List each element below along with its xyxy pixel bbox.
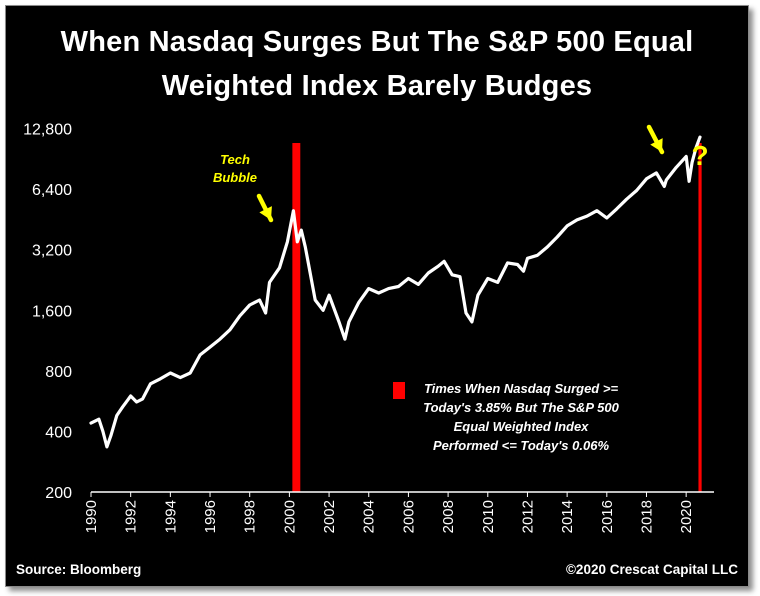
current-arrow-head [650,138,663,152]
chart-frame: When Nasdaq Surges But The S&P 500 Equal… [5,5,749,587]
legend-text-line-1: Times When Nasdaq Surged >= [424,381,619,396]
y-tick-label-1,600: 1,600 [32,303,72,320]
tech-bubble-label-line-1: Tech [220,152,250,167]
x-tick-label-1994: 1994 [162,500,179,533]
x-tick-label-1990: 1990 [83,500,100,533]
x-tick-label-2010: 2010 [480,500,497,533]
x-tick-label-2008: 2008 [440,500,457,533]
x-tick-label-1992: 1992 [123,500,140,533]
x-tick-label-2016: 2016 [599,500,616,533]
y-tick-label-200: 200 [45,485,72,502]
x-tick-label-2006: 2006 [400,500,417,533]
x-tick-label-2002: 2002 [321,500,338,533]
x-tick-label-2000: 2000 [281,500,298,533]
legend-text-line-4: Performed <= Today's 0.06% [433,438,609,453]
x-tick-label-2018: 2018 [638,500,655,533]
series-line-nasdaq [89,135,702,449]
source-label: Source: Bloomberg [16,562,142,577]
legend-swatch [393,382,405,399]
x-tick-label-2014: 2014 [559,500,576,533]
tech-bubble-arrow-head [259,206,272,220]
y-tick-label-800: 800 [45,364,72,381]
y-tick-label-12,800: 12,800 [23,122,72,139]
y-tick-label-6,400: 6,400 [32,182,72,199]
x-tick-label-2012: 2012 [519,500,536,533]
chart-title-line-2: Weighted Index Barely Budges [161,70,593,102]
copyright-label: ©2020 Crescat Capital LLC [565,562,738,577]
tech-bubble-label-line-2: Bubble [213,170,257,185]
y-tick-label-400: 400 [45,424,72,441]
highlight-bar-1 [292,143,301,492]
y-tick-label-3,200: 3,200 [32,243,72,260]
x-tick-label-2020: 2020 [678,500,695,533]
legend-text-line-3: Equal Weighted Index [454,419,590,434]
chart-title-line-1: When Nasdaq Surges But The S&P 500 Equal [60,26,694,58]
question-mark-annotation: ? [691,140,708,171]
x-tick-label-1998: 1998 [242,500,259,533]
x-tick-label-1996: 1996 [202,500,219,533]
highlight-bar-2 [698,143,702,492]
chart-plot: 200 400 800 1,600 3,200 6,400 12,800 1990 1992 19… [23,122,714,533]
legend-text-line-2: Today's 3.85% But The S&P 500 [423,400,620,415]
x-tick-label-2004: 2004 [361,500,378,533]
